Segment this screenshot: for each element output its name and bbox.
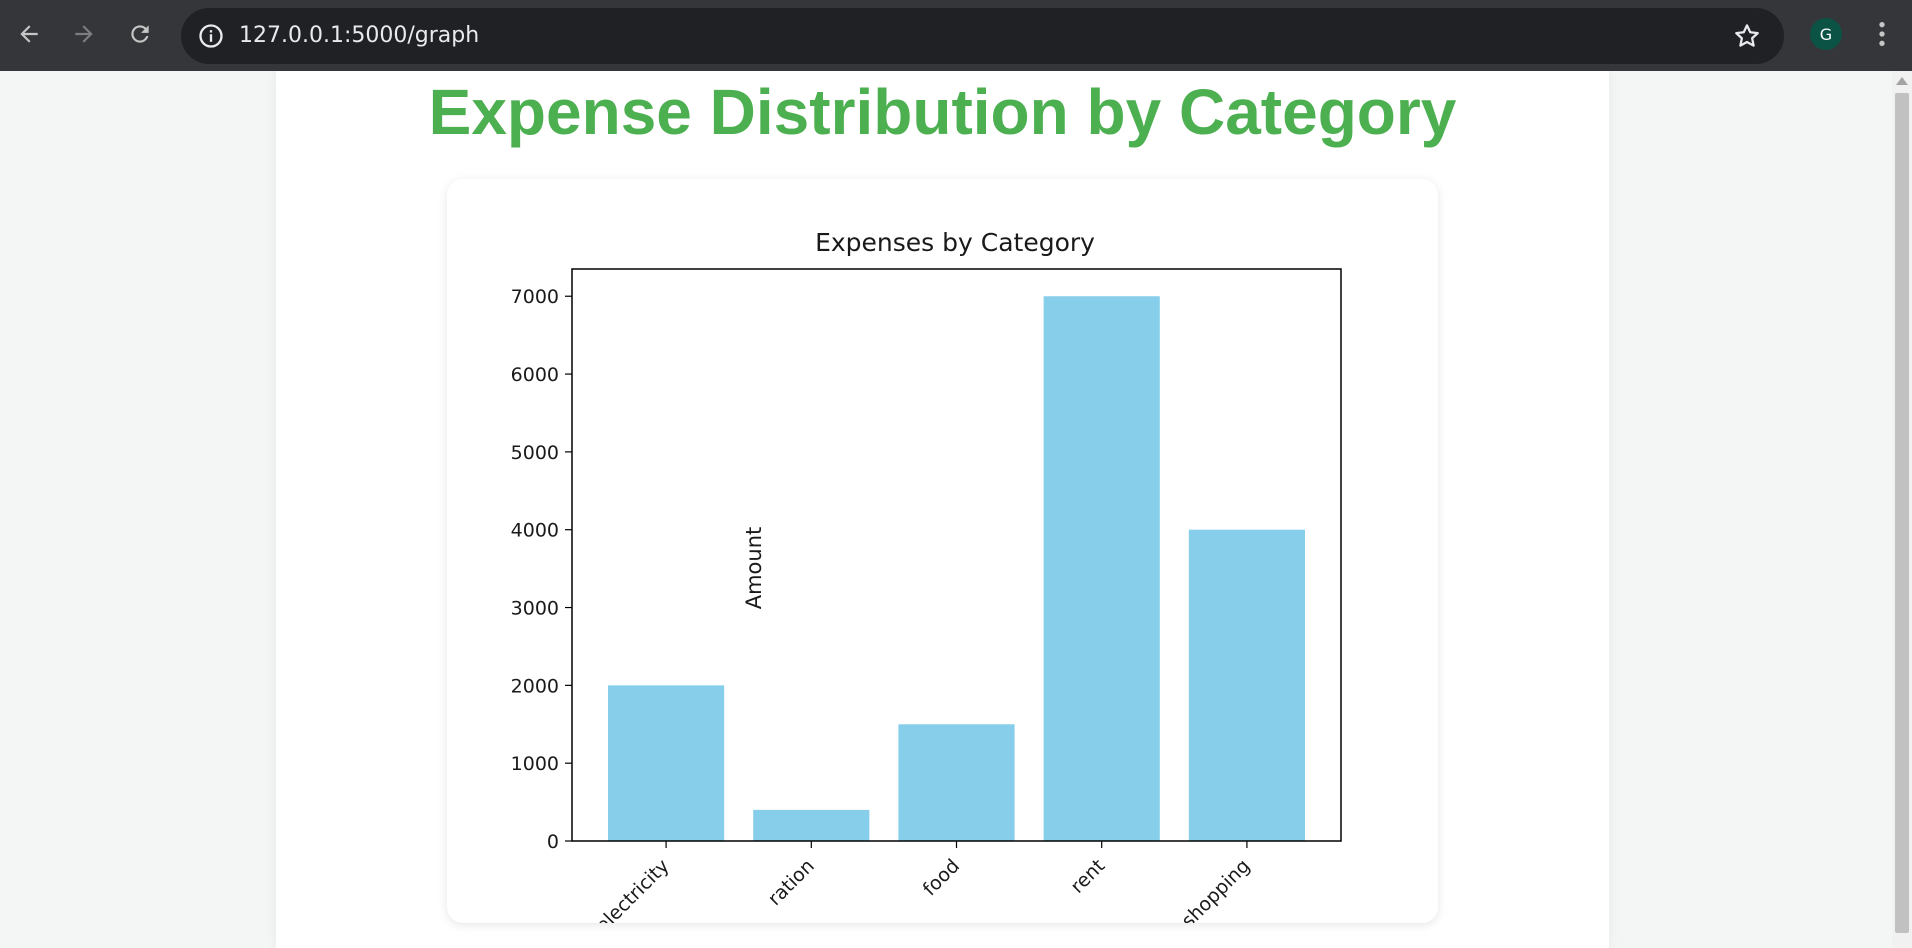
plot-frame bbox=[571, 268, 1342, 842]
bar-ration bbox=[753, 809, 870, 841]
x-tick-label-electricity: electricity bbox=[592, 855, 674, 923]
page-title: Expense Distribution by Category bbox=[428, 76, 1457, 148]
browser-toolbar: 127.0.0.1:5000/graph G bbox=[0, 0, 1912, 71]
y-tick-label: 2000 bbox=[511, 675, 559, 697]
bar-electricity bbox=[608, 685, 725, 841]
back-button[interactable] bbox=[7, 12, 51, 56]
x-tick-label-shopping: shopping bbox=[1177, 855, 1254, 923]
y-axis-ticks: 0 1000 2000 3000 4000 5000 6000 7000 bbox=[511, 286, 572, 853]
reload-button[interactable] bbox=[118, 12, 162, 56]
y-tick-label: 6000 bbox=[511, 364, 559, 386]
x-tick-label-ration: ration bbox=[764, 855, 819, 910]
y-tick-label: 4000 bbox=[511, 520, 559, 542]
x-tick-label-rent: rent bbox=[1066, 855, 1109, 898]
x-tick-label-food: food bbox=[919, 855, 964, 900]
y-tick-label: 3000 bbox=[511, 598, 559, 620]
profile-avatar[interactable]: G bbox=[1810, 18, 1842, 50]
address-bar[interactable]: 127.0.0.1:5000/graph bbox=[181, 8, 1784, 64]
bar-shopping bbox=[1188, 529, 1305, 841]
back-arrow-icon bbox=[20, 25, 38, 43]
bar-rent bbox=[1043, 296, 1160, 841]
kebab-menu-icon[interactable] bbox=[1866, 16, 1898, 52]
forward-arrow-icon bbox=[75, 25, 93, 43]
chart-title: Expenses by Category bbox=[815, 228, 1095, 257]
info-icon[interactable] bbox=[197, 22, 225, 50]
y-tick-label: 1000 bbox=[511, 753, 559, 775]
y-tick-label: 5000 bbox=[511, 442, 559, 464]
chart-card: Expenses by Category Amount 0 1000 2000 300… bbox=[447, 179, 1438, 923]
y-tick-label: 7000 bbox=[511, 286, 559, 308]
page-viewport: Expense Distribution by Category Expense… bbox=[0, 71, 1892, 948]
forward-button[interactable] bbox=[62, 12, 106, 56]
url-text[interactable]: 127.0.0.1:5000/graph bbox=[239, 23, 480, 48]
vertical-scrollbar[interactable] bbox=[1892, 71, 1912, 948]
y-tick-label: 0 bbox=[547, 831, 559, 853]
expenses-bar-chart: Expenses by Category Amount 0 1000 2000 300… bbox=[511, 228, 1342, 923]
bars bbox=[608, 296, 1305, 841]
scrollbar-thumb[interactable] bbox=[1895, 93, 1909, 933]
scroll-up-arrow-icon[interactable] bbox=[1896, 77, 1908, 85]
star-icon[interactable] bbox=[1732, 21, 1762, 51]
y-axis-label: Amount bbox=[742, 527, 766, 610]
reload-icon bbox=[131, 25, 149, 43]
bar-food bbox=[898, 724, 1015, 841]
page-container: Expense Distribution by Category Expense… bbox=[276, 71, 1609, 948]
x-axis-tick-labels: electricity ration food rent shopping bbox=[592, 841, 1254, 923]
